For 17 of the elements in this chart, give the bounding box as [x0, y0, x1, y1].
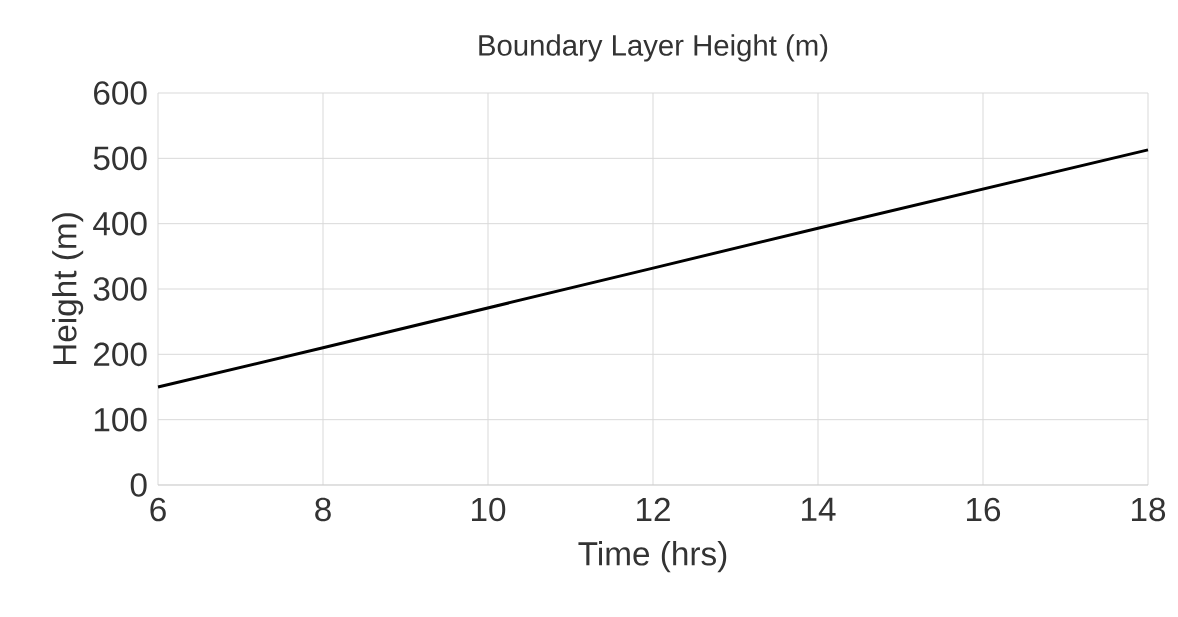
x-tick-label: 18 — [1131, 497, 1166, 522]
y-tick-label: 600 — [94, 81, 147, 105]
x-tick-label: 6 — [150, 497, 166, 522]
x-axis-title: Time (hrs) — [578, 541, 727, 573]
chart-title: Boundary Layer Height (m) — [479, 34, 828, 62]
y-tick-label: 300 — [93, 277, 147, 301]
y-tick-label: 0 — [130, 473, 147, 497]
y-tick-label: 500 — [93, 146, 147, 171]
y-tick-label: 100 — [94, 407, 147, 432]
y-tick-label: 400 — [93, 211, 147, 236]
x-tick-label: 16 — [966, 497, 1001, 522]
x-tick-label: 14 — [801, 497, 836, 521]
x-tick-label: 10 — [472, 497, 506, 522]
y-axis-title: Height (m) — [52, 213, 84, 365]
x-tick-label: 8 — [315, 497, 331, 522]
y-tick-label: 200 — [94, 342, 147, 367]
x-tick-label: 12 — [637, 497, 670, 521]
